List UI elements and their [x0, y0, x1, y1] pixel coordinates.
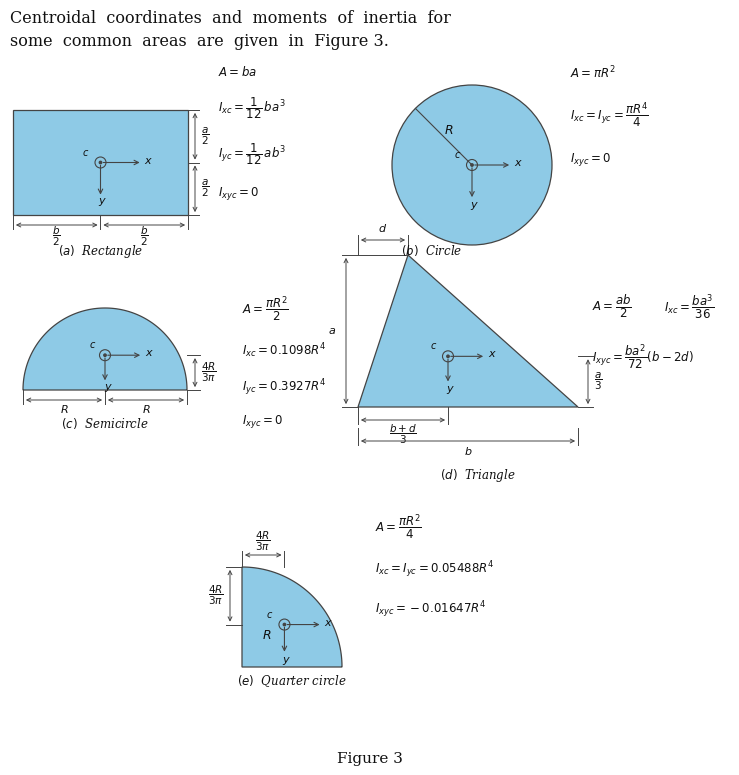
- Circle shape: [447, 355, 449, 357]
- Text: $I_{xc} = \dfrac{ba^3}{36}$: $I_{xc} = \dfrac{ba^3}{36}$: [664, 293, 715, 322]
- Text: $I_{yc} = \dfrac{1}{12}\,ab^3$: $I_{yc} = \dfrac{1}{12}\,ab^3$: [218, 141, 286, 167]
- Circle shape: [471, 164, 473, 166]
- Text: $y$: $y$: [103, 382, 112, 394]
- Text: $(d)$  Triangle: $(d)$ Triangle: [440, 467, 516, 484]
- Text: $A = \pi R^2$: $A = \pi R^2$: [570, 65, 616, 81]
- Text: $d$: $d$: [378, 222, 387, 234]
- Text: $x$: $x$: [324, 618, 333, 628]
- Text: $x$: $x$: [514, 158, 523, 168]
- Text: Figure 3: Figure 3: [336, 752, 403, 766]
- Text: some  common  areas  are  given  in  Figure 3.: some common areas are given in Figure 3.: [10, 33, 389, 50]
- Text: $\dfrac{b+d}{3}$: $\dfrac{b+d}{3}$: [389, 423, 417, 446]
- Text: $A = \dfrac{\pi R^2}{4}$: $A = \dfrac{\pi R^2}{4}$: [375, 513, 422, 542]
- Text: $I_{xc} = I_{yc} = 0.05488R^4$: $I_{xc} = I_{yc} = 0.05488R^4$: [375, 559, 494, 580]
- Bar: [13, 110, 188, 215]
- Text: $I_{yc} = 0.3927R^4$: $I_{yc} = 0.3927R^4$: [242, 377, 327, 398]
- Text: $\dfrac{4R}{3\pi}$: $\dfrac{4R}{3\pi}$: [208, 584, 224, 608]
- Text: $I_{xc} = 0.1098R^4$: $I_{xc} = 0.1098R^4$: [242, 341, 327, 360]
- Circle shape: [392, 85, 552, 245]
- Text: $b$: $b$: [464, 445, 472, 457]
- Text: $a$: $a$: [328, 326, 336, 336]
- Polygon shape: [358, 255, 578, 407]
- Text: $c$: $c$: [83, 147, 89, 157]
- Text: $(c)$  Semicircle: $(c)$ Semicircle: [61, 416, 149, 431]
- Text: $y$: $y$: [282, 655, 291, 666]
- Text: $\dfrac{a}{2}$: $\dfrac{a}{2}$: [201, 126, 210, 147]
- Text: $R$: $R$: [262, 629, 271, 642]
- Text: $(a)$  Rectangle: $(a)$ Rectangle: [58, 243, 143, 260]
- Text: $R$: $R$: [444, 123, 454, 136]
- Text: $c$: $c$: [89, 340, 96, 350]
- Text: $A = \dfrac{\pi R^2}{2}$: $A = \dfrac{\pi R^2}{2}$: [242, 295, 289, 324]
- Text: $\dfrac{4R}{3\pi}$: $\dfrac{4R}{3\pi}$: [201, 361, 217, 384]
- Circle shape: [283, 623, 286, 625]
- Text: $\dfrac{a}{2}$: $\dfrac{a}{2}$: [201, 178, 210, 199]
- Text: $A = \dfrac{ab}{2}$: $A = \dfrac{ab}{2}$: [592, 293, 632, 320]
- Text: $R$: $R$: [60, 403, 68, 415]
- Text: $I_{xc} = \dfrac{1}{12}\,ba^3$: $I_{xc} = \dfrac{1}{12}\,ba^3$: [218, 95, 286, 121]
- Text: $I_{xyc} = -0.01647R^4$: $I_{xyc} = -0.01647R^4$: [375, 599, 486, 619]
- Text: $\dfrac{b}{2}$: $\dfrac{b}{2}$: [140, 226, 149, 249]
- Text: $x$: $x$: [145, 156, 154, 166]
- Text: $R$: $R$: [142, 403, 150, 415]
- Text: $A = ba$: $A = ba$: [218, 65, 257, 79]
- Polygon shape: [23, 308, 187, 390]
- Text: $y$: $y$: [98, 197, 107, 208]
- Text: $c$: $c$: [430, 341, 437, 351]
- Text: $(b)$  Circle: $(b)$ Circle: [401, 243, 463, 258]
- Text: $I_{xyc} = \dfrac{ba^2}{72}(b-2d)$: $I_{xyc} = \dfrac{ba^2}{72}(b-2d)$: [592, 343, 694, 372]
- Text: $I_{xyc} = 0$: $I_{xyc} = 0$: [242, 413, 283, 430]
- Text: $\dfrac{4R}{3\pi}$: $\dfrac{4R}{3\pi}$: [255, 530, 271, 553]
- Text: $c$: $c$: [267, 610, 273, 619]
- Text: $(e)$  Quarter circle: $(e)$ Quarter circle: [237, 673, 347, 689]
- Text: $I_{xyc} = 0$: $I_{xyc} = 0$: [570, 151, 611, 168]
- Polygon shape: [242, 567, 342, 667]
- Text: $y$: $y$: [469, 200, 478, 212]
- Text: $\dfrac{a}{3}$: $\dfrac{a}{3}$: [594, 371, 602, 392]
- Text: Centroidal  coordinates  and  moments  of  inertia  for: Centroidal coordinates and moments of in…: [10, 10, 451, 27]
- Text: $y$: $y$: [446, 384, 454, 396]
- Circle shape: [103, 354, 106, 356]
- Text: $x$: $x$: [488, 350, 497, 360]
- Text: $x$: $x$: [145, 348, 154, 358]
- Circle shape: [99, 161, 102, 164]
- Text: $\dfrac{b}{2}$: $\dfrac{b}{2}$: [52, 226, 61, 249]
- Text: $I_{xc} = I_{yc} = \dfrac{\pi R^4}{4}$: $I_{xc} = I_{yc} = \dfrac{\pi R^4}{4}$: [570, 101, 649, 130]
- Text: $I_{xyc} = 0$: $I_{xyc} = 0$: [218, 185, 259, 202]
- Text: $c$: $c$: [454, 150, 461, 160]
